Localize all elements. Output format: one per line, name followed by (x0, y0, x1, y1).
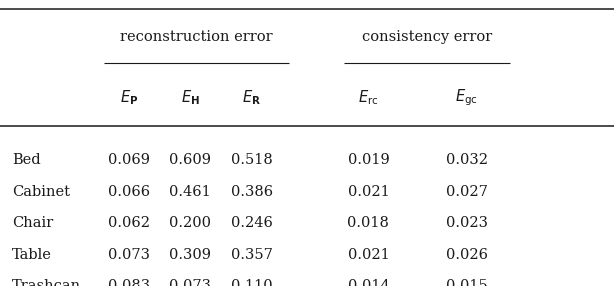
Text: 0.014: 0.014 (348, 279, 389, 286)
Text: $E_{\mathrm{gc}}$: $E_{\mathrm{gc}}$ (455, 87, 478, 108)
Text: 0.200: 0.200 (169, 216, 211, 230)
Text: 0.021: 0.021 (348, 248, 389, 261)
Text: Bed: Bed (12, 153, 41, 167)
Text: 0.023: 0.023 (446, 216, 488, 230)
Text: 0.062: 0.062 (108, 216, 150, 230)
Text: 0.386: 0.386 (231, 185, 273, 198)
Text: $E_{\mathbf{R}}$: $E_{\mathbf{R}}$ (243, 88, 261, 107)
Text: consistency error: consistency error (362, 30, 492, 44)
Text: 0.018: 0.018 (348, 216, 389, 230)
Text: 0.609: 0.609 (169, 153, 211, 167)
Text: $E_{\mathrm{rc}}$: $E_{\mathrm{rc}}$ (358, 88, 379, 107)
Text: 0.069: 0.069 (108, 153, 150, 167)
Text: Trashcan: Trashcan (12, 279, 82, 286)
Text: 0.027: 0.027 (446, 185, 488, 198)
Text: reconstruction error: reconstruction error (120, 30, 273, 44)
Text: $E_{\mathbf{H}}$: $E_{\mathbf{H}}$ (181, 88, 200, 107)
Text: 0.021: 0.021 (348, 185, 389, 198)
Text: 0.073: 0.073 (108, 248, 150, 261)
Text: 0.110: 0.110 (231, 279, 273, 286)
Text: Cabinet: Cabinet (12, 185, 70, 198)
Text: 0.357: 0.357 (231, 248, 273, 261)
Text: Table: Table (12, 248, 52, 261)
Text: 0.026: 0.026 (446, 248, 488, 261)
Text: 0.309: 0.309 (169, 248, 211, 261)
Text: 0.246: 0.246 (231, 216, 273, 230)
Text: 0.461: 0.461 (169, 185, 211, 198)
Text: 0.032: 0.032 (446, 153, 488, 167)
Text: Chair: Chair (12, 216, 53, 230)
Text: 0.073: 0.073 (169, 279, 211, 286)
Text: $E_{\mathbf{P}}$: $E_{\mathbf{P}}$ (120, 88, 138, 107)
Text: 0.019: 0.019 (348, 153, 389, 167)
Text: 0.015: 0.015 (446, 279, 488, 286)
Text: 0.083: 0.083 (108, 279, 150, 286)
Text: 0.066: 0.066 (108, 185, 150, 198)
Text: 0.518: 0.518 (231, 153, 273, 167)
